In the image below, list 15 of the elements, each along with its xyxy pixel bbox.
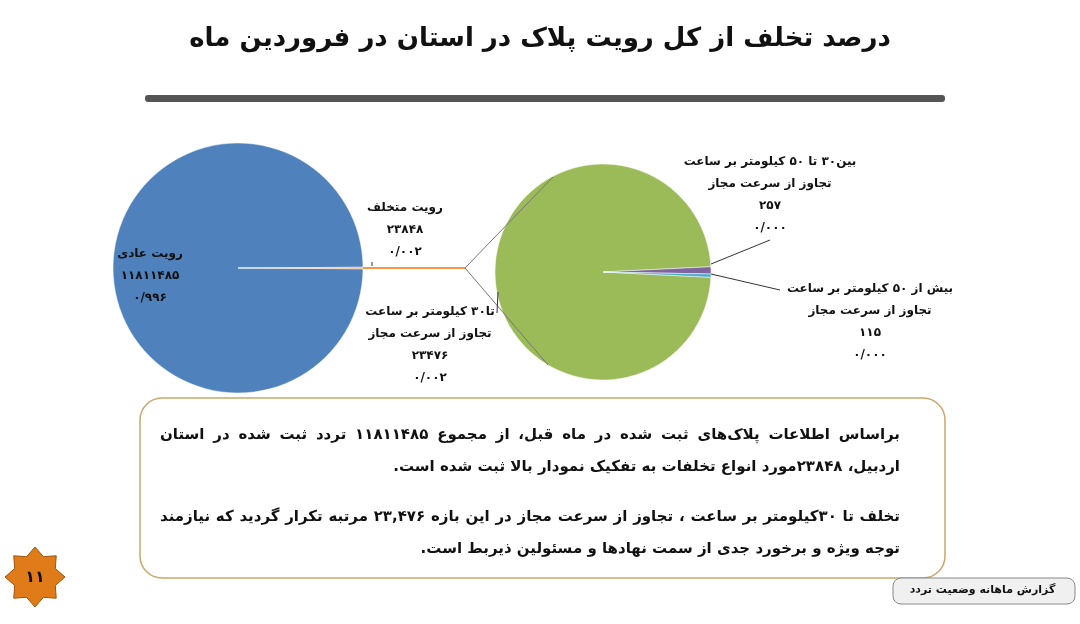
slice-label: تا۳۰ کیلومتر بر ساعت تجاوز از سرعت مجاز — [364, 303, 496, 343]
slice-label: بیش از ۵۰ کیلومتر بر ساعت تجاوز از سرعت مجاز — [785, 280, 955, 320]
slice-label: بین۳۰ تا ۵۰ کیلومتر بر ساعت تجاوز از سرعت مجاز — [682, 153, 858, 193]
data-label: ۱۱۸۱۱۴۸۵ ۰/۹۹۶ — [120, 268, 180, 304]
text: درصد تخلف از کل رویت پلاک در استان در فروردین ماه — [188, 22, 892, 52]
slice-label: رویت عادی — [117, 246, 183, 260]
text: ۱۱ — [24, 567, 46, 586]
text: گزارش ماهانه وضعیت تردد — [908, 583, 1057, 596]
text: تخلف تا ۳۰کیلومتر بر ساعت ، تجاوز از سرعت مجاز در این بازه ۲۳,۴۷۶ مرتبه تکرار گردید که نیازمند توجه ویژه و برخورد جدی از سمت نهادها و مسئولین ذیربط است. — [160, 506, 900, 559]
data-label: ۱۱۵ ۰/۰۰۰ — [852, 324, 888, 363]
data-label: ۲۵۷ ۰/۰۰۰ — [752, 197, 788, 236]
data-label: ۲۳۴۷۶ ۰/۰۰۲ — [410, 347, 450, 386]
text: براساس اطلاعات پلاک‌های ثبت شده در ماه قبل، از مجموع ۱۱۸۱۱۴۸۵ تردد ثبت شده در استان اردبیل، ۲۳۸۴۸مورد انواع تخلفات به تفکیک نمودار بالا ثبت شده است. — [160, 424, 900, 477]
data-label: ۲۳۸۴۸ ۰/۰۰۲ — [386, 222, 424, 258]
slice-label: رویت متخلف — [367, 200, 443, 214]
